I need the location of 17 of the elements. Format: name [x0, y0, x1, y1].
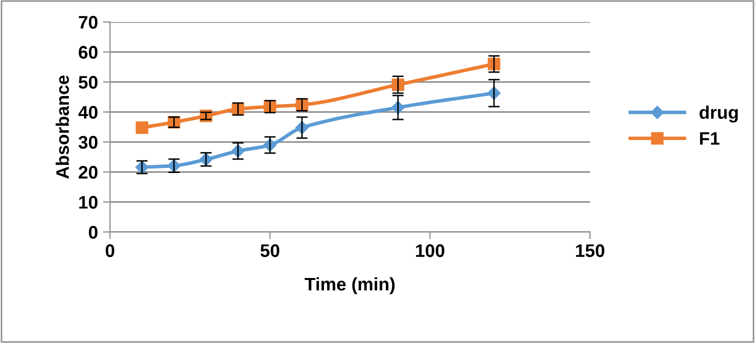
y-axis-title: Absorbance: [56, 75, 69, 179]
y-tick-label: 0: [88, 226, 98, 239]
y-tick-label: 50: [78, 76, 98, 89]
y-tick-label: 40: [78, 106, 98, 119]
x-tick-label: 150: [576, 244, 604, 258]
legend-label: F1: [700, 132, 720, 145]
y-tick-label: 10: [79, 196, 98, 209]
y-tick-label: 20: [78, 166, 98, 179]
legend-label: drug: [700, 106, 738, 123]
y-tick-label: 60: [78, 46, 98, 59]
y-tick-label: 30: [78, 136, 98, 149]
y-tick-label: 70: [78, 16, 98, 29]
x-tick-label: 0: [106, 244, 114, 258]
x-axis-title: Time (min): [304, 277, 395, 294]
x-tick-label: 100: [416, 244, 444, 258]
x-tick-label: 50: [260, 244, 280, 258]
point: [136, 121, 148, 134]
